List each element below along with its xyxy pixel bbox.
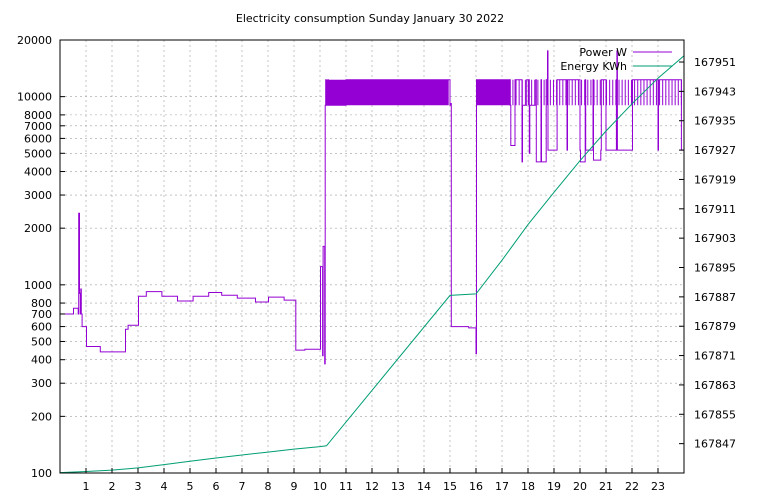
- x-tick-label: 21: [599, 480, 613, 493]
- y2-tick-label: 167951: [694, 56, 736, 69]
- x-tick-label: 6: [213, 480, 220, 493]
- x-tick-label: 9: [291, 480, 298, 493]
- series-layer: [59, 50, 685, 474]
- x-tick-label: 3: [135, 480, 142, 493]
- y-tick-label: 200: [31, 410, 52, 423]
- series-line-energy: [59, 55, 685, 474]
- y2-tick-label: 167887: [694, 291, 736, 304]
- x-tick-label: 17: [495, 480, 509, 493]
- y-tick-label: 20000: [17, 34, 52, 47]
- x-tick-label: 18: [521, 480, 535, 493]
- power-switching-band: [476, 79, 510, 106]
- chart-title: Electricity consumption Sunday January 3…: [236, 12, 504, 25]
- y2-tick-label: 167927: [694, 144, 736, 157]
- y-tick-label: 300: [31, 377, 52, 390]
- y-tick-label: 600: [31, 321, 52, 334]
- x-tick-label: 19: [547, 480, 561, 493]
- y-tick-label: 500: [31, 335, 52, 348]
- x-tick-label: 10: [313, 480, 327, 493]
- x-tick-label: 13: [391, 480, 405, 493]
- x-tick-label: 23: [651, 480, 665, 493]
- y2-tick-label: 167903: [694, 232, 736, 245]
- x-tick-label: 15: [443, 480, 457, 493]
- y-tick-label: 3000: [24, 189, 52, 202]
- x-tick-label: 16: [469, 480, 483, 493]
- y-tick-label: 700: [31, 308, 52, 321]
- y2-tick-label: 167871: [694, 350, 736, 363]
- x-tick-label: 12: [365, 480, 379, 493]
- y-tick-label: 7000: [24, 120, 52, 133]
- x-tick-label: 22: [625, 480, 639, 493]
- y-tick-label: 10000: [17, 91, 52, 104]
- x-tick-label: 11: [339, 480, 353, 493]
- y2-tick-label: 167855: [694, 408, 736, 421]
- y2-tick-label: 167863: [694, 379, 736, 392]
- x-tick-label: 20: [573, 480, 587, 493]
- y-tick-label: 2000: [24, 222, 52, 235]
- y2-axis: 167847 167855 167863 167871 167879 167887 1678…: [679, 56, 736, 451]
- x-tick-label: 8: [265, 480, 272, 493]
- legend-label: Power W: [579, 46, 627, 59]
- y2-tick-label: 167935: [694, 115, 736, 128]
- x-tick-label: 7: [239, 480, 246, 493]
- y-tick-label: 100: [31, 467, 52, 480]
- y-tick-label: 400: [31, 354, 52, 367]
- y2-tick-label: 167895: [694, 262, 736, 275]
- x-axis: 1 2 3 4 5 6 7 8 9 10 11 12 13 14 15 16 17 18 19 20 21 22 23: [83, 468, 665, 493]
- y-tick-label: 4000: [24, 166, 52, 179]
- y2-tick-label: 167919: [694, 173, 736, 186]
- y-tick-label: 8000: [24, 109, 52, 122]
- y-tick-label: 1000: [24, 279, 52, 292]
- legend-label: Energy KWh: [560, 60, 627, 73]
- y2-tick-label: 167943: [694, 85, 736, 98]
- y2-tick-label: 167847: [694, 438, 736, 451]
- x-tick-label: 2: [109, 480, 116, 493]
- x-tick-label: 5: [187, 480, 194, 493]
- y-tick-label: 800: [31, 297, 52, 310]
- y2-tick-label: 167911: [694, 203, 736, 216]
- y2-tick-label: 167879: [694, 320, 736, 333]
- power-switching-band: [325, 79, 449, 106]
- y-tick-label: 6000: [24, 132, 52, 145]
- x-tick-label: 1: [83, 480, 90, 493]
- x-tick-label: 14: [417, 480, 431, 493]
- y-tick-label: 5000: [24, 147, 52, 160]
- x-tick-label: 4: [161, 480, 168, 493]
